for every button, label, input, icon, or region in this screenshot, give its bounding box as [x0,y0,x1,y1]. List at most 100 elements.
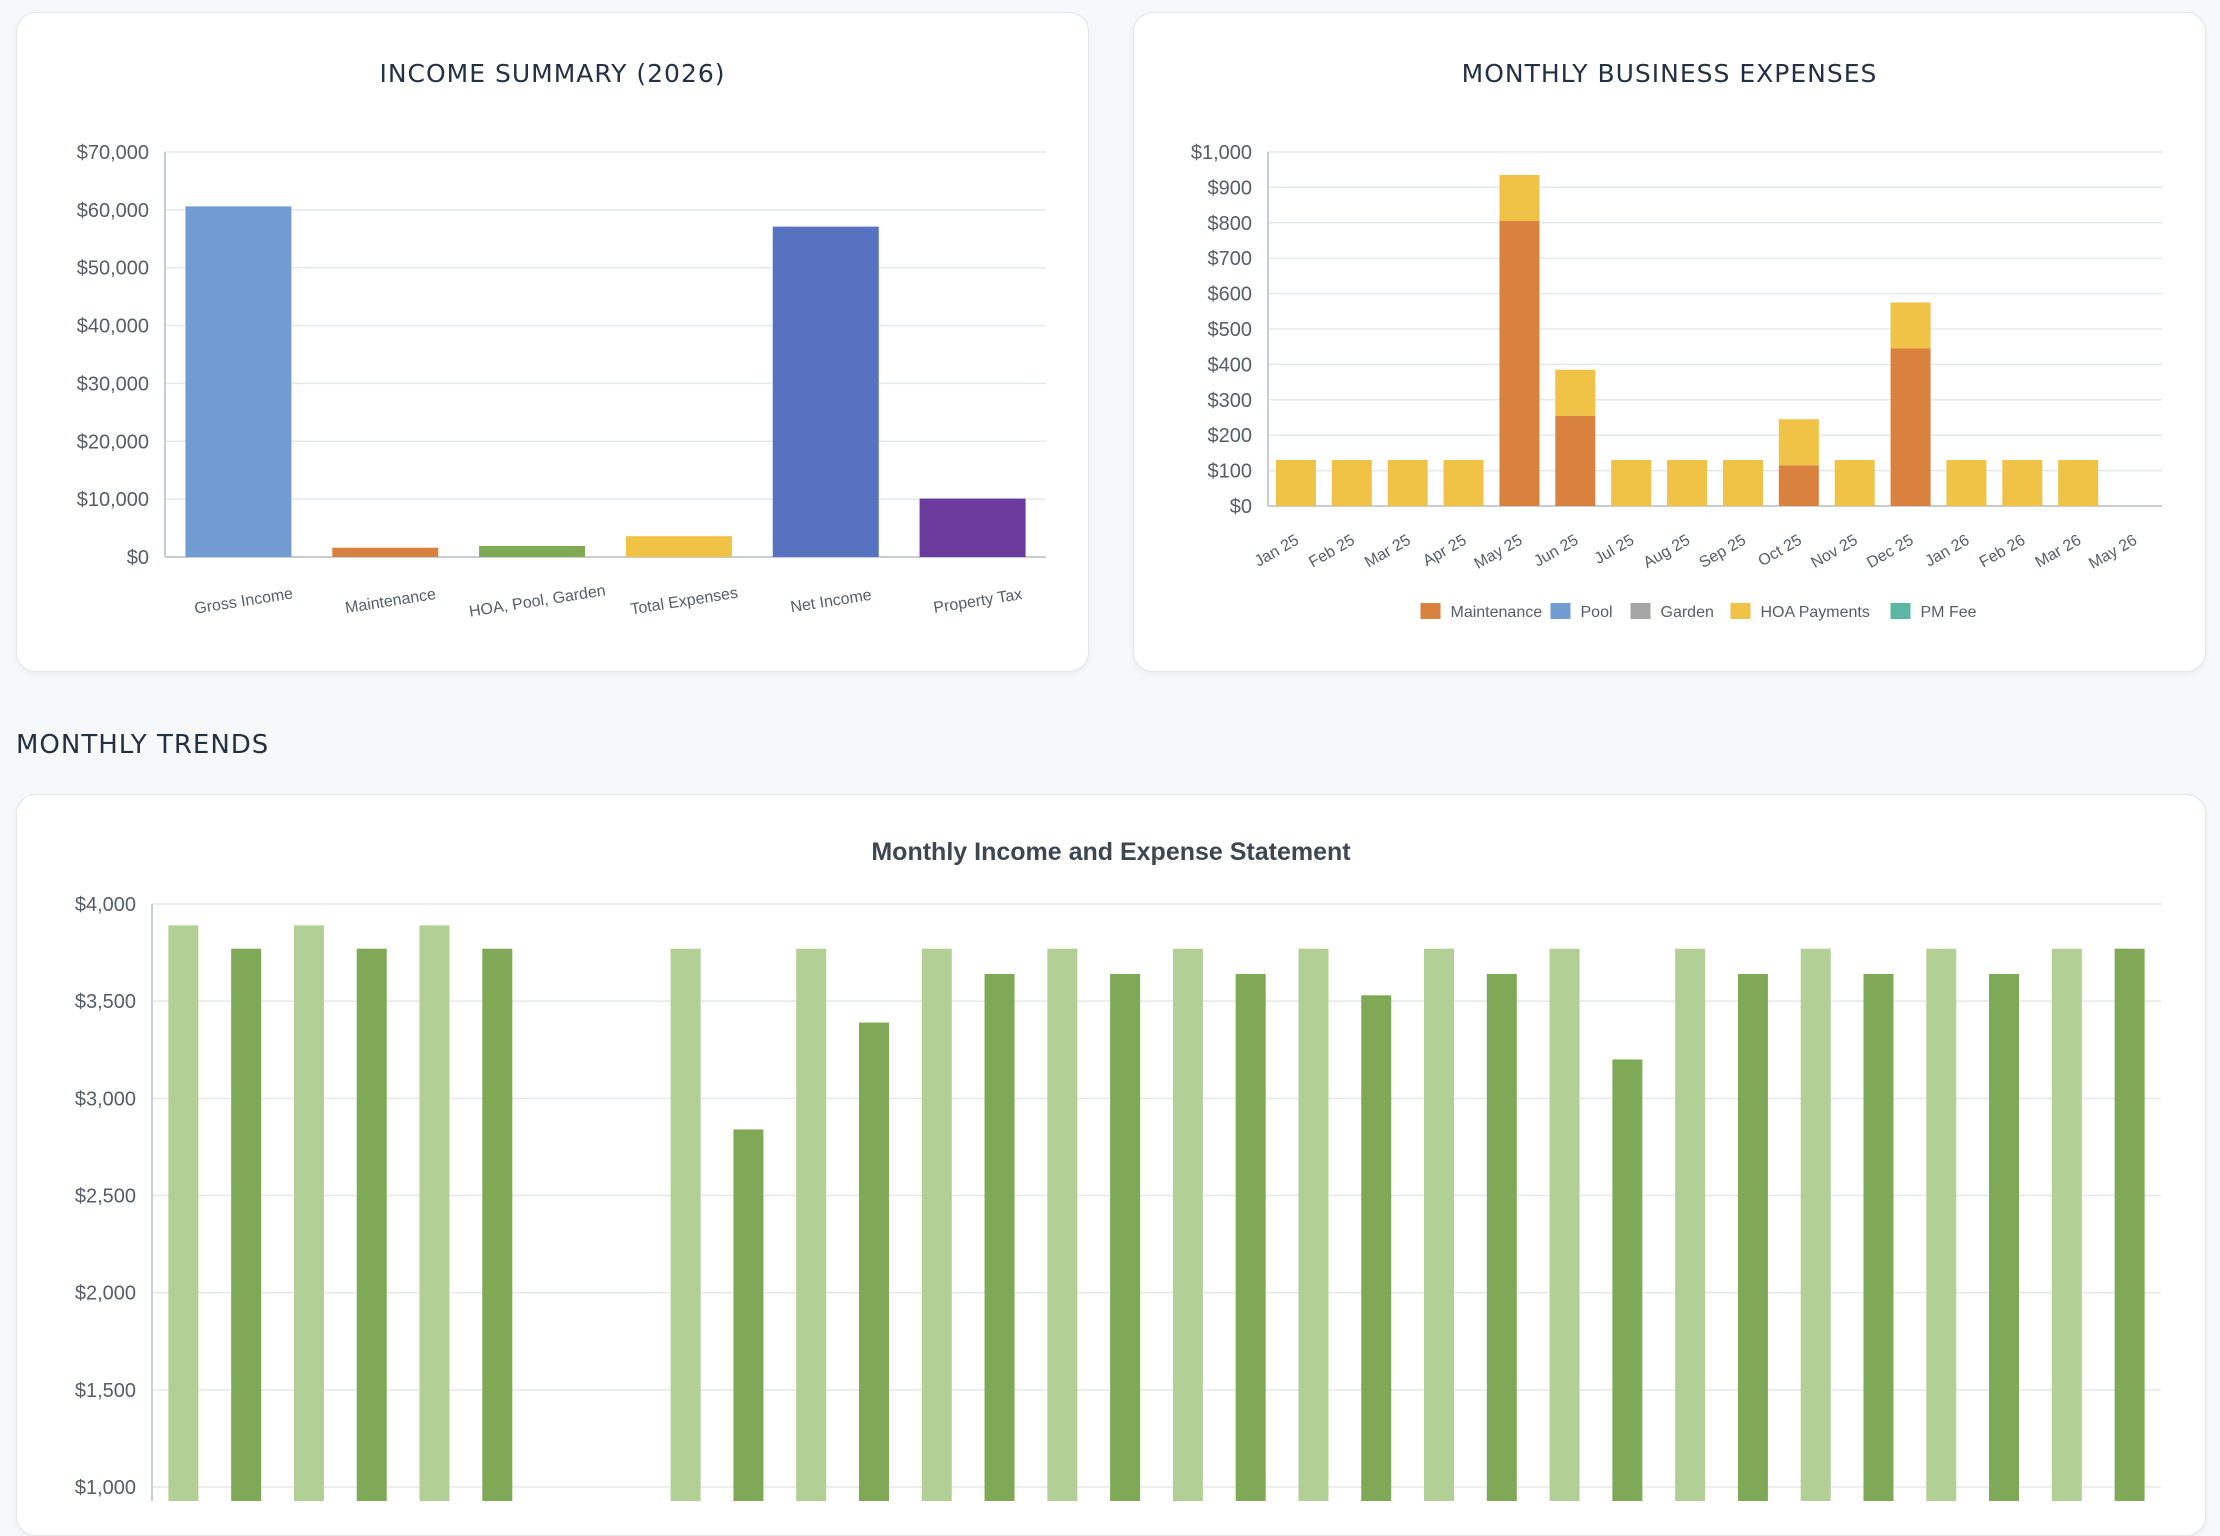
bar-9 [670,948,701,1501]
bar-maintenance-dec-25 [1890,348,1931,506]
monthly-expenses-chart: $0 $100 $200 $300 $400 $500 $600 $700 $800 $900 $1… [1191,142,2162,621]
bar-12 [858,1022,889,1501]
x-tick-label: Oct 25 [1755,532,1804,570]
x-tick-label: Feb 25 [1306,532,1358,572]
bar-22 [1486,973,1517,1501]
bar-25 [1675,948,1706,1501]
bar-32 [2114,948,2145,1501]
x-tick-label: May 25 [1471,532,1525,573]
bar-hoa-payments-feb-26 [2002,459,2043,506]
bar-14 [984,973,1015,1501]
y-tick-label: $2,000 [75,1283,136,1305]
bar-total-expenses [625,536,732,557]
bar-15 [1047,948,1078,1501]
x-tick-label: Jan 25 [1252,532,1302,571]
monthly-trends-heading: MONTHLY TRENDS [16,730,270,760]
y-tick-label: $4,000 [75,894,136,916]
bar-hoa-payments-jan-25 [1275,459,1316,506]
monthly-expenses-title: MONTHLY BUSINESS EXPENSES [1461,59,1878,88]
x-tick-label: Sep 25 [1697,532,1750,572]
y-tick-label: $300 [1208,390,1253,412]
bar-4 [356,948,387,1501]
y-tick-label: $0 [127,547,149,569]
x-tick-label: Jul 25 [1592,532,1638,568]
y-tick-label: $60,000 [77,200,149,222]
y-tick-label: $50,000 [77,258,149,280]
x-tick-label: Jan 26 [1922,532,1972,571]
bar-net-income [772,226,879,557]
legend-label-garden: Garden [1661,604,1714,621]
bar-maintenance [332,547,439,557]
monthly-statement-card: Monthly Income and Expense Statement $1,0… [16,794,2206,1536]
bar-26 [1737,973,1768,1501]
y-tick-label: $900 [1208,177,1253,199]
bar-hoa-payments-mar-25 [1387,459,1428,506]
bar-hoa-payments-jul-25 [1611,459,1652,506]
bar-23 [1549,948,1580,1501]
y-tick-label: $10,000 [77,489,149,511]
legend-swatch-pm-fee [1890,603,1911,619]
bar-hoa-payments-mar-26 [2058,459,2099,506]
x-tick-label: Dec 25 [1864,532,1916,572]
bar-31 [2051,948,2082,1501]
x-tick-label: Total Expenses [629,585,739,619]
legend-label-pm-fee: PM Fee [1921,604,1977,621]
x-tick-label: Maintenance [344,586,437,617]
y-tick-label: $20,000 [77,431,149,453]
legend-swatch-pool [1550,603,1571,619]
bar-10 [733,1129,764,1501]
bar-18 [1235,973,1266,1501]
bar-hoa-payments-jan-26 [1946,459,1987,506]
y-tick-label: $500 [1208,319,1253,341]
y-tick-label: $70,000 [77,142,149,164]
bar-24 [1612,1059,1643,1501]
legend-label-hoa-payments: HOA Payments [1761,604,1870,621]
x-tick-label: Mar 26 [2033,532,2085,572]
bar-hoa-payments-aug-25 [1667,459,1708,506]
x-tick-label: Apr 25 [1420,532,1469,570]
income-summary-card: INCOME SUMMARY (2026) $0 $10,000 $20,000 $3… [16,12,1089,672]
legend-swatch-garden [1630,603,1651,619]
bar-13 [921,948,952,1501]
bar-gross-income [185,206,292,557]
bar-maintenance-jun-25 [1555,415,1596,506]
bar-maintenance-may-25 [1499,221,1540,506]
bar-27 [1800,948,1831,1501]
bar-property-tax [919,498,1026,557]
bar-hoa-payments-feb-25 [1331,459,1372,506]
y-tick-label: $1,500 [75,1380,136,1402]
x-tick-label: HOA, Pool, Garden [468,582,607,620]
y-tick-label: $700 [1208,248,1253,270]
legend-label-pool: Pool [1581,604,1613,621]
x-tick-label: Net Income [789,587,873,617]
monthly-expenses-card: MONTHLY BUSINESS EXPENSES $0 $100 $200 $300… [1133,12,2206,672]
bar-11 [796,948,827,1501]
income-summary-chart: $0 $10,000 $20,000 $30,000 $40,000 $50,000 $60… [77,142,1046,621]
y-tick-label: $1,000 [75,1477,136,1499]
bar-hoa-payments-dec-25 [1890,302,1931,349]
bar-29 [1926,948,1957,1501]
bar-1 [168,925,199,1501]
x-tick-label: Gross Income [193,585,294,617]
y-tick-label: $2,500 [75,1186,136,1208]
bar-hoa-payments-oct-25 [1778,419,1819,466]
bar-17 [1172,948,1203,1501]
x-tick-label: Property Tax [932,586,1023,617]
bar-28 [1863,973,1894,1501]
bar-hoa-payments-nov-25 [1834,459,1875,506]
bar-5 [419,925,450,1501]
bar-20 [1361,995,1392,1501]
bar-3 [293,925,324,1501]
x-tick-label: Aug 25 [1641,532,1694,572]
y-tick-label: $3,500 [75,991,136,1013]
y-tick-label: $0 [1230,496,1252,518]
y-tick-label: $1,000 [1191,142,1252,164]
y-tick-label: $100 [1208,461,1253,483]
bar-21 [1424,948,1455,1501]
chart-title: Monthly Income and Expense Statement [871,838,1351,866]
bar-19 [1298,948,1329,1501]
income-summary-title: INCOME SUMMARY (2026) [379,59,726,88]
x-tick-label: Nov 25 [1808,532,1860,572]
bar-hoa-payments-sep-25 [1722,459,1763,506]
x-tick-label: Mar 25 [1362,532,1414,572]
